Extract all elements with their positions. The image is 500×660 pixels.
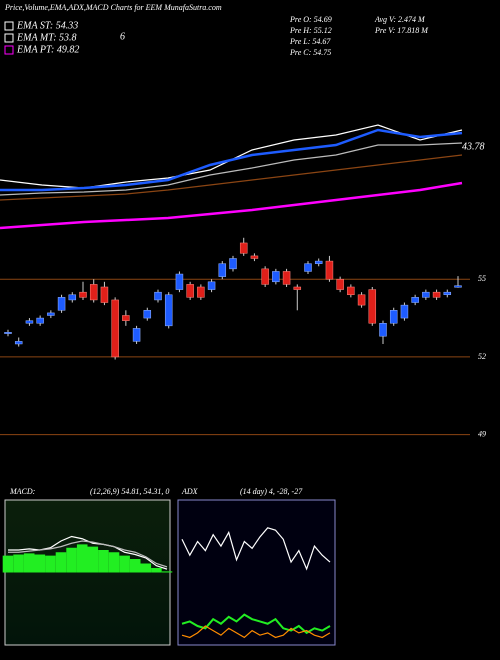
candle-body <box>14 341 23 345</box>
series-line <box>181 527 331 571</box>
histogram-bar <box>98 550 109 573</box>
candle-body <box>4 332 12 334</box>
histogram-bar <box>2 555 14 573</box>
candle-body <box>111 299 119 358</box>
candle-body <box>400 304 409 319</box>
candle-body <box>186 284 194 298</box>
macd-subtitle: (12,26,9) 54.81, 54.31, 0 <box>90 487 169 496</box>
candle-body <box>57 297 66 311</box>
histogram-bar <box>55 552 67 573</box>
stat-label: Pre C: 54.75 <box>289 48 331 57</box>
y-tick-label: 55 <box>478 274 486 283</box>
candle-body <box>272 271 280 283</box>
candle-body <box>411 297 419 303</box>
legend-label: EMA PT: 49.82 <box>16 44 79 55</box>
candle-body <box>379 323 387 337</box>
stat-label: Pre O: 54.69 <box>289 15 332 24</box>
candle-body <box>89 284 98 301</box>
candle-body <box>36 317 44 324</box>
candle-body <box>250 255 259 259</box>
candle-body <box>389 310 398 324</box>
histogram-bar <box>140 563 152 573</box>
note: 6 <box>120 31 125 42</box>
candle-body <box>122 315 130 321</box>
y-tick-label: 52 <box>478 352 486 361</box>
stat-label: Avg V: 2.474 M <box>374 15 426 24</box>
candle-body <box>454 285 462 288</box>
page-title: Price,Volume,EMA,ADX,MACD Charts for EEM… <box>4 3 222 12</box>
legend-swatch <box>4 45 14 55</box>
adx-title: ADX <box>181 487 199 496</box>
macd-title: MACD: <box>9 487 36 496</box>
series-line <box>0 154 463 201</box>
histogram-bar <box>45 555 56 573</box>
histogram-bar <box>87 546 99 573</box>
candle-body <box>261 268 269 285</box>
candle-body <box>347 286 355 296</box>
legend-swatch <box>4 21 14 31</box>
candle-body <box>314 260 323 264</box>
series-line <box>8 540 168 568</box>
candle-body <box>432 291 441 298</box>
candle-body <box>422 291 430 298</box>
histogram-bar <box>13 554 24 573</box>
candle-body <box>25 320 34 324</box>
stat-label: Pre H: 55.12 <box>289 26 332 35</box>
candle-body <box>100 286 109 303</box>
histogram-bar <box>66 547 77 573</box>
candle-body <box>325 260 334 280</box>
candle-body <box>143 310 152 319</box>
candle-body <box>207 281 216 290</box>
candle-body <box>132 328 141 342</box>
series-line <box>0 124 463 189</box>
series-line <box>0 181 463 230</box>
histogram-bar <box>129 559 141 573</box>
histogram-bar <box>108 552 120 573</box>
candle-body <box>282 271 291 285</box>
series-line <box>0 142 463 196</box>
series-line <box>0 128 463 192</box>
candle-body <box>304 263 312 272</box>
candle-body <box>79 291 87 298</box>
legend-swatch <box>4 33 14 43</box>
candle-body <box>197 286 205 298</box>
legend-label: EMA MT: 53.8 <box>16 32 77 43</box>
candle-body <box>164 294 173 327</box>
histogram-bar <box>151 568 162 573</box>
candle-body <box>229 258 237 270</box>
candle-body <box>68 294 77 301</box>
candle-body <box>293 286 302 290</box>
candle-body <box>357 294 366 306</box>
candle-body <box>154 291 162 301</box>
adx-panel <box>177 499 336 646</box>
histogram-bar <box>23 553 35 573</box>
candle-body <box>47 312 55 316</box>
candle-body <box>239 242 248 254</box>
adx-subtitle: (14 day) 4, -28, -27 <box>240 487 303 496</box>
annotation: 43.78 <box>462 141 485 152</box>
histogram-bar <box>119 555 130 573</box>
candle-body <box>336 278 344 290</box>
series-line <box>181 625 331 639</box>
y-tick-label: 49 <box>478 429 486 438</box>
candle-body <box>368 289 377 324</box>
candle-body <box>443 291 452 296</box>
candle-body <box>175 273 184 290</box>
stat-label: Pre L: 54.67 <box>289 37 331 46</box>
candle-body <box>218 263 227 277</box>
histogram-bar <box>161 571 173 573</box>
histogram-bar <box>76 544 88 573</box>
stat-label: Pre V: 17.818 M <box>374 26 429 35</box>
legend-label: EMA ST: 54.33 <box>16 20 78 31</box>
histogram-bar <box>34 554 46 573</box>
